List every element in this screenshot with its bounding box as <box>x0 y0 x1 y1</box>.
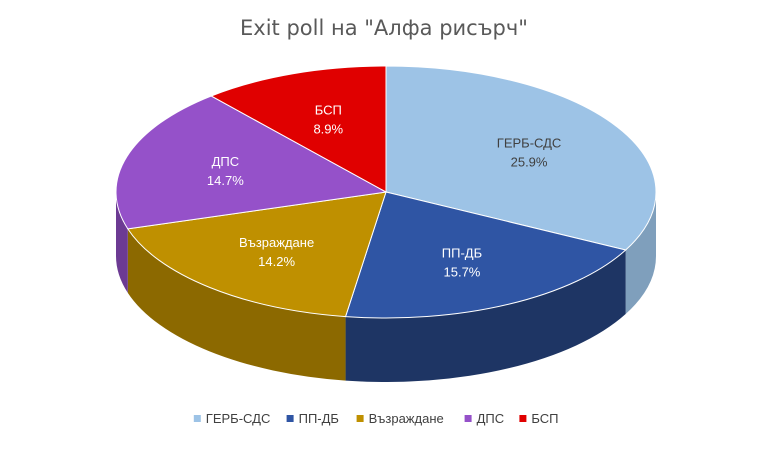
legend-swatch <box>286 415 294 422</box>
legend-item: ПП-ДБ <box>286 411 339 426</box>
legend-item: ДПС <box>464 411 505 426</box>
pie-slices <box>115 65 657 319</box>
data-label-value: 25.9% <box>511 154 548 169</box>
data-label-name: ПП-ДБ <box>442 246 482 261</box>
slice-дпс-side <box>116 192 128 293</box>
legend-label: ДПС <box>477 411 505 426</box>
legend-item: ГЕРБ-СДС <box>193 411 271 426</box>
data-label-value: 14.2% <box>258 254 295 269</box>
slice-пп-дб-side <box>345 250 626 382</box>
legend-item: Възраждане <box>356 411 444 426</box>
legend-label: Възраждане <box>369 411 444 426</box>
slice-пп-дб <box>344 191 627 319</box>
chart-title: Exit poll на "Алфа рисърч" <box>240 16 528 40</box>
legend-swatch <box>519 415 527 422</box>
slice-герб-сдс <box>385 65 657 251</box>
legend-swatch <box>193 415 201 422</box>
data-label-value: 15.7% <box>444 265 481 280</box>
legend-swatch <box>356 415 364 422</box>
slice-възраждане-side <box>127 228 346 381</box>
slice-бсп <box>210 65 387 193</box>
data-label-value: 8.9% <box>313 122 343 137</box>
data-label-name: ГЕРБ-СДС <box>497 135 562 150</box>
legend-label: БСП <box>531 411 558 426</box>
slice-дпс <box>115 95 388 230</box>
data-label-name: Възраждане <box>239 235 314 250</box>
data-label-name: БСП <box>315 103 342 118</box>
data-label-name: ДПС <box>212 154 240 169</box>
legend-item: БСП <box>519 411 559 426</box>
legend-label: ГЕРБ-СДС <box>206 411 271 426</box>
legend: ГЕРБ-СДС ПП-ДБ Възраждане ДПС БСП <box>193 411 559 426</box>
legend-swatch <box>464 415 472 422</box>
data-label-value: 14.7% <box>207 173 244 188</box>
data-labels: ГЕРБ-СДС 25.9% ПП-ДБ 15.7% Възраждане 14.2% ДП… <box>207 103 561 280</box>
slice-възраждане <box>126 191 387 318</box>
legend-label: ПП-ДБ <box>299 411 339 426</box>
